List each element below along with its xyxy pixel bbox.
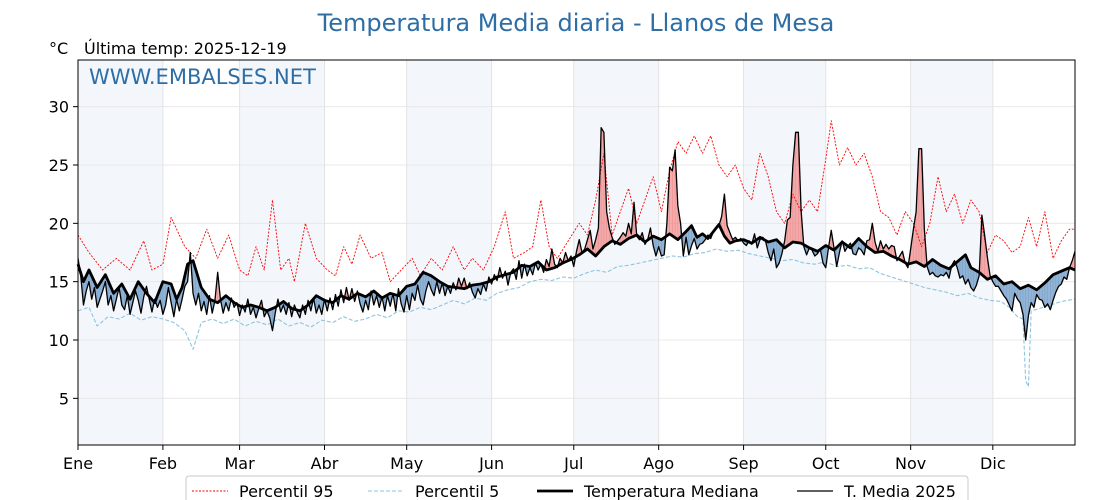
month-band	[573, 60, 659, 445]
y-tick-label: 20	[49, 214, 69, 233]
month-band	[743, 60, 826, 445]
x-tick-label: Jul	[563, 454, 583, 473]
x-tick-label: Feb	[149, 454, 177, 473]
series-line-temperatura-mediana	[76, 223, 1076, 313]
fill-above-median	[918, 148, 922, 266]
fill-above-median	[787, 216, 791, 247]
y-tick-label: 10	[49, 331, 69, 350]
x-tick-label: Abr	[311, 454, 339, 473]
x-tick-label: Ago	[643, 454, 674, 473]
x-tick-label: Jun	[478, 454, 504, 473]
y-unit-label: °C	[49, 39, 68, 58]
x-tick-label: Oct	[812, 454, 840, 473]
fill-above-median	[600, 126, 605, 251]
month-band	[406, 60, 492, 445]
legend: Percentil 95 Percentil 5 Temperatura Media…	[185, 475, 969, 500]
y-axis: 5 10 15 20 25 30	[49, 98, 78, 408]
legend-box	[185, 475, 969, 500]
watermark: WWW.EMBALSES.NET	[89, 65, 316, 89]
month-band	[239, 60, 325, 445]
x-tick-label: Ene	[63, 454, 93, 473]
series-line-percentil-95	[77, 120, 1075, 283]
fill-above-median	[795, 132, 799, 244]
legend-label: Temperatura Mediana	[583, 482, 759, 500]
x-tick-label: Dic	[980, 454, 1006, 473]
month-band	[78, 60, 163, 445]
y-tick-label: 25	[49, 156, 69, 175]
x-tick-label: May	[390, 454, 423, 473]
x-axis: Ene Feb Mar Abr May Jun Jul Ago Sep Oct Nov Dic	[63, 445, 1006, 473]
legend-label: Percentil 95	[239, 482, 334, 500]
x-tick-label: Mar	[225, 454, 256, 473]
last-update-label: Última temp: 2025-12-19	[84, 39, 287, 58]
series-lines	[76, 120, 1076, 388]
series-line-t-media-2025	[77, 127, 1076, 341]
month-shading	[78, 60, 993, 445]
fill-above-median	[669, 166, 673, 237]
plot-frame	[77, 59, 1076, 446]
chart-title: Temperatura Media diaria - Llanos de Mes…	[317, 9, 835, 37]
y-tick-label: 15	[49, 273, 69, 292]
x-tick-label: Sep	[729, 454, 759, 473]
legend-label: Percentil 5	[415, 482, 499, 500]
series-line-percentil-5	[77, 248, 1076, 388]
x-tick-label: Nov	[895, 454, 926, 473]
legend-label: T. Media 2025	[843, 482, 956, 500]
y-tick-label: 5	[59, 389, 69, 408]
y-tick-label: 30	[49, 98, 69, 117]
